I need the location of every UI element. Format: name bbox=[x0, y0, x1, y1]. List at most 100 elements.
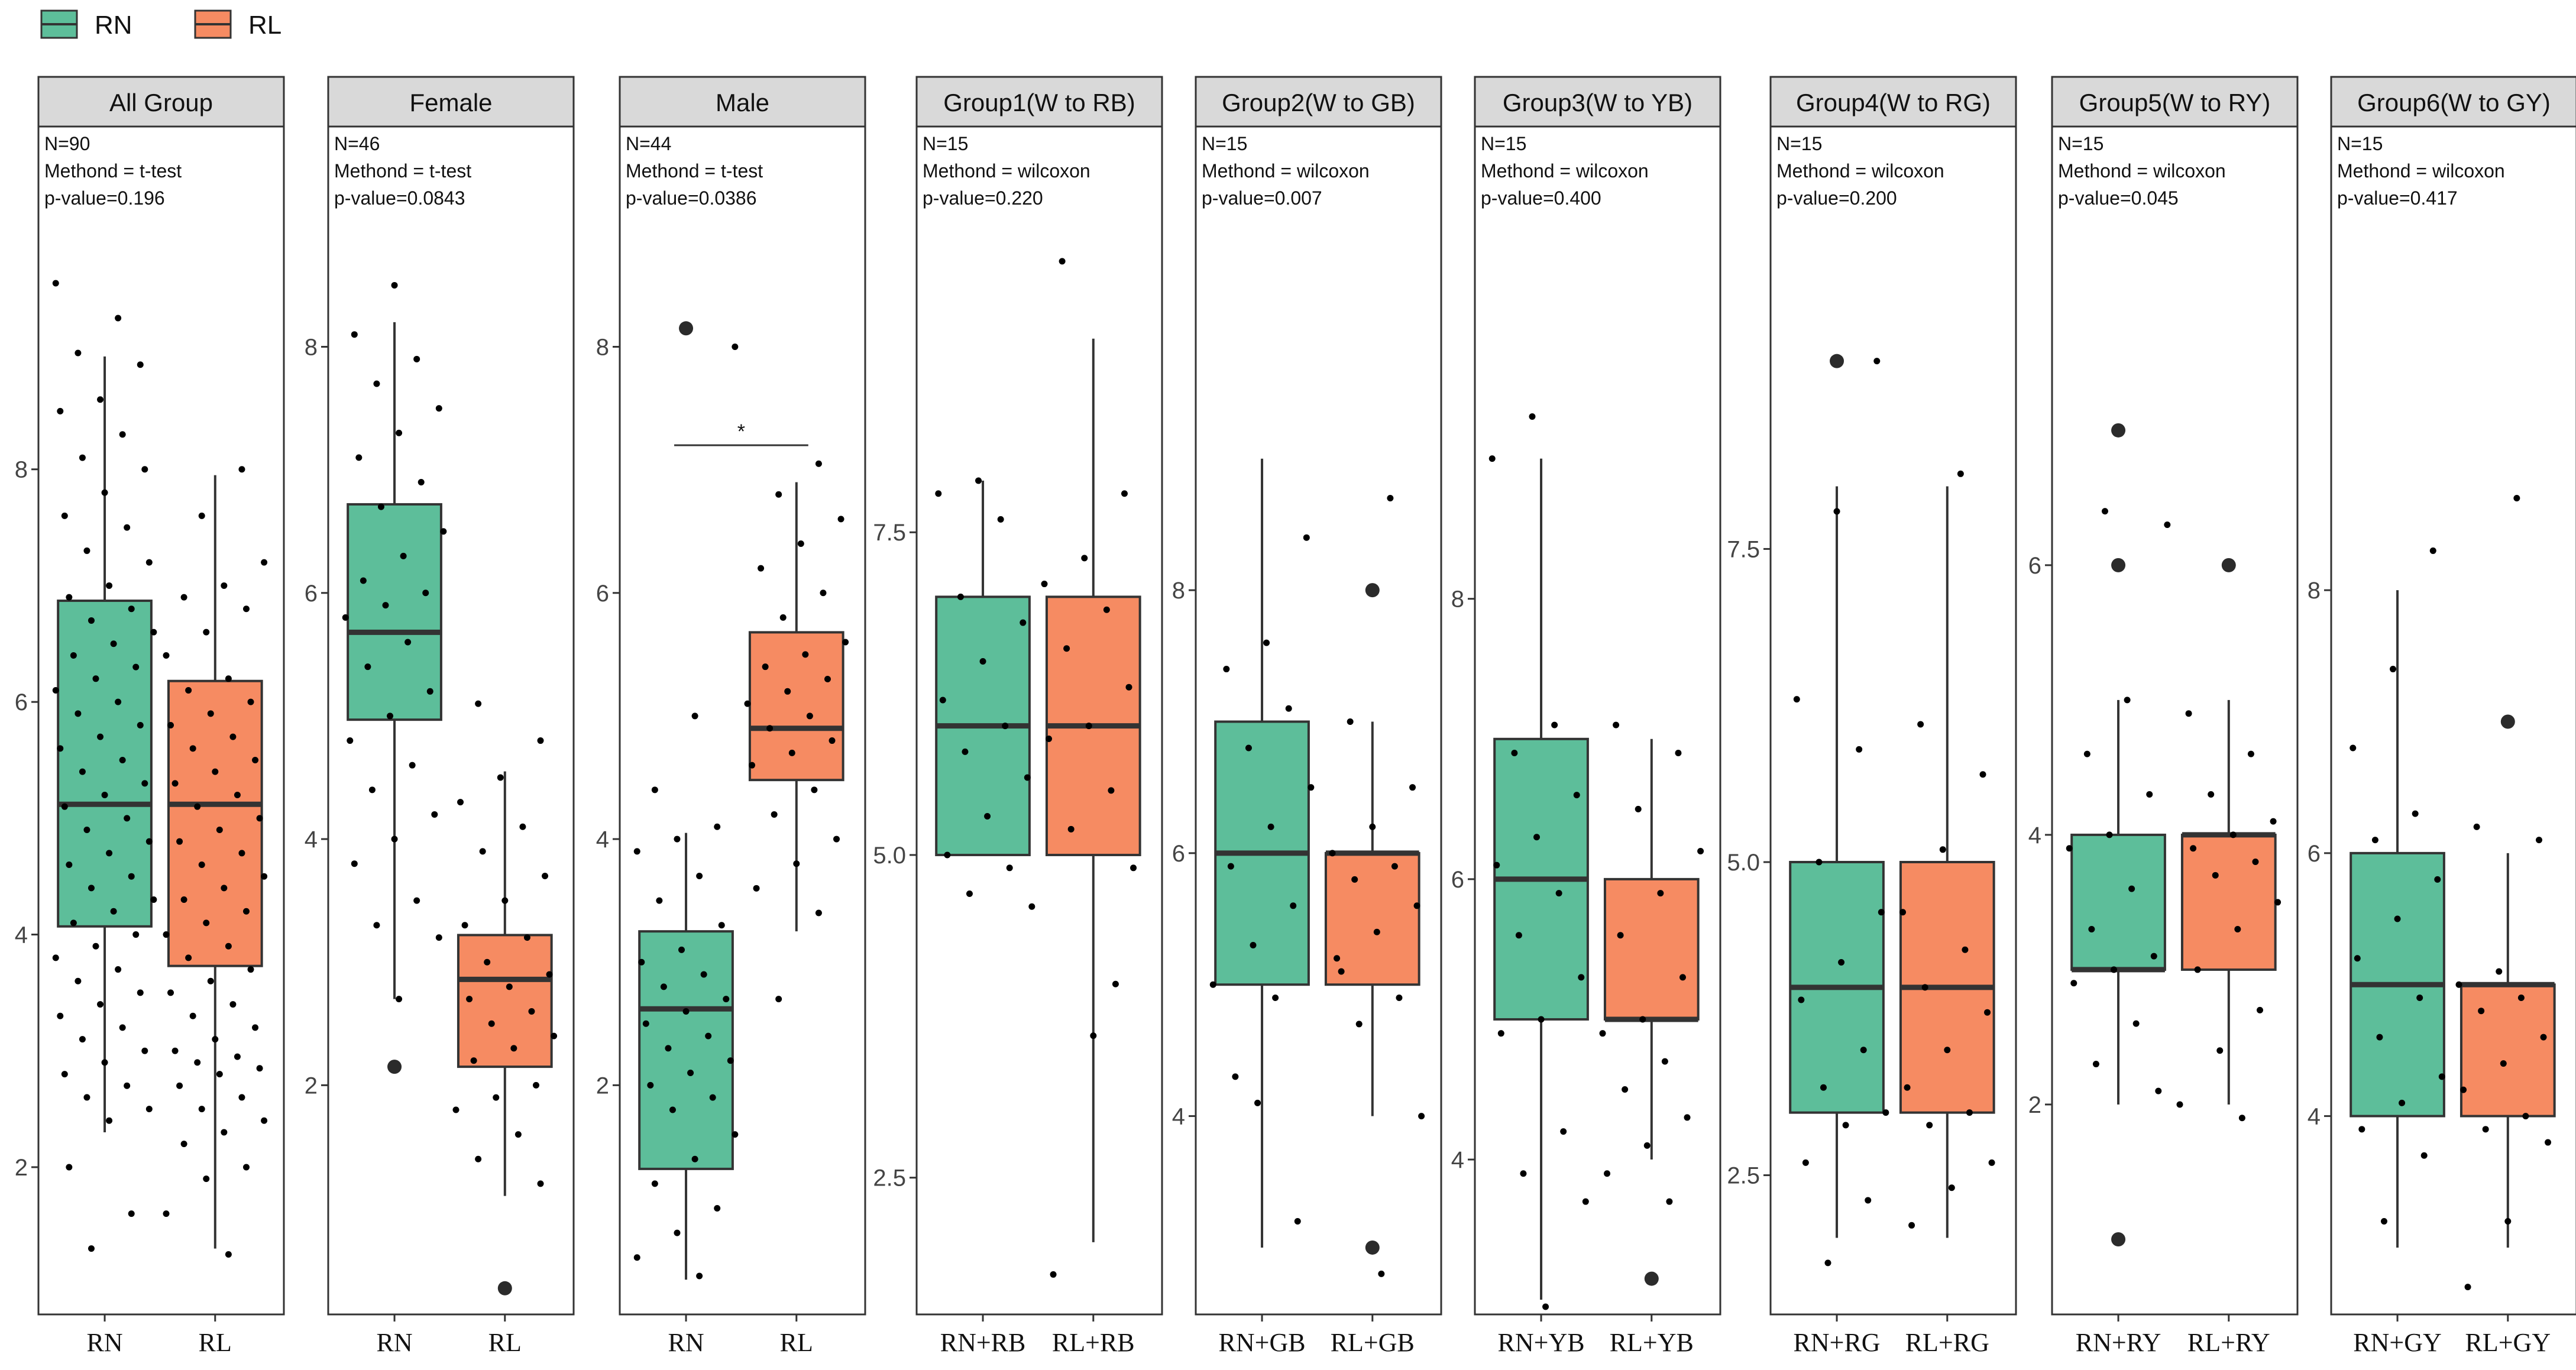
data-point bbox=[633, 848, 640, 855]
box-rn-rb bbox=[935, 477, 1035, 910]
data-point bbox=[1059, 258, 1066, 265]
data-point bbox=[510, 1045, 517, 1052]
data-point bbox=[252, 756, 259, 763]
data-point bbox=[83, 547, 90, 554]
data-point bbox=[435, 934, 442, 941]
data-point bbox=[2132, 1020, 2140, 1027]
data-point bbox=[391, 835, 398, 843]
data-point bbox=[221, 885, 228, 892]
data-point bbox=[975, 477, 982, 484]
data-point bbox=[2083, 750, 2090, 757]
data-point bbox=[691, 712, 698, 720]
data-point bbox=[216, 1071, 223, 1078]
x-tick-label: RL bbox=[780, 1328, 813, 1357]
x-tick-label: RL+GY bbox=[2465, 1328, 2551, 1357]
data-point bbox=[435, 405, 442, 412]
data-point bbox=[2517, 994, 2525, 1001]
data-point bbox=[75, 977, 82, 984]
data-point bbox=[1617, 932, 1624, 939]
data-point bbox=[252, 1024, 259, 1031]
data-point bbox=[1254, 1099, 1261, 1106]
data-point bbox=[176, 838, 183, 845]
data-point bbox=[700, 971, 707, 978]
data-point bbox=[115, 966, 122, 973]
data-point bbox=[461, 922, 468, 929]
data-point bbox=[523, 934, 530, 941]
data-point bbox=[633, 1254, 640, 1261]
data-point bbox=[1966, 1109, 1973, 1116]
data-point bbox=[66, 1164, 73, 1171]
data-point bbox=[1529, 413, 1536, 420]
data-point bbox=[150, 896, 157, 903]
data-point bbox=[1355, 1021, 1363, 1028]
data-point bbox=[2106, 831, 2113, 838]
data-point bbox=[682, 1008, 690, 1015]
data-point bbox=[2212, 872, 2219, 879]
data-point bbox=[820, 590, 827, 597]
data-point bbox=[2500, 1060, 2507, 1067]
box-rl-rb bbox=[1041, 258, 1141, 1278]
box-rl bbox=[452, 700, 558, 1295]
data-point bbox=[101, 792, 108, 799]
data-point bbox=[238, 850, 245, 857]
box-iqr bbox=[1603, 877, 1700, 1021]
data-point bbox=[128, 1210, 135, 1217]
data-point bbox=[1926, 1122, 1933, 1129]
data-point bbox=[962, 748, 969, 755]
data-point bbox=[723, 996, 730, 1003]
data-point bbox=[457, 799, 464, 806]
data-point bbox=[1108, 787, 1115, 794]
data-point bbox=[824, 675, 831, 682]
data-point bbox=[163, 931, 170, 938]
data-point bbox=[2390, 666, 2397, 673]
x-tick-label: RL bbox=[199, 1328, 232, 1357]
panel-frame bbox=[1474, 125, 1721, 1316]
data-point bbox=[2155, 1087, 2162, 1094]
data-point bbox=[194, 803, 201, 810]
data-point bbox=[718, 922, 725, 929]
data-point bbox=[1294, 1217, 1301, 1225]
data-point bbox=[475, 1155, 482, 1162]
data-point bbox=[674, 1229, 681, 1236]
data-point bbox=[1697, 847, 1704, 854]
data-point bbox=[355, 454, 363, 461]
box-iqr bbox=[1324, 851, 1420, 986]
data-point bbox=[2088, 926, 2095, 933]
data-point bbox=[1520, 1170, 1527, 1177]
y-tick-label: 5.0 bbox=[1727, 850, 1760, 876]
data-point bbox=[1882, 1109, 1889, 1116]
data-point bbox=[506, 983, 513, 990]
data-point bbox=[413, 897, 420, 904]
stat-method: Methond = wilcoxon bbox=[1776, 160, 1944, 182]
y-tick-label: 2 bbox=[2028, 1092, 2041, 1118]
data-point bbox=[1046, 736, 1053, 743]
panel-frame bbox=[2330, 125, 2576, 1316]
data-point bbox=[1824, 1259, 1831, 1267]
box-rn-rg bbox=[1789, 354, 1889, 1267]
stat-n: N=46 bbox=[334, 133, 380, 154]
data-point bbox=[779, 614, 787, 621]
box-rl bbox=[744, 460, 849, 1003]
data-point bbox=[2522, 1113, 2529, 1120]
data-point bbox=[1957, 470, 1964, 477]
outlier-point bbox=[1365, 583, 1380, 598]
data-point bbox=[2252, 859, 2259, 866]
data-point bbox=[802, 651, 809, 658]
data-point bbox=[1657, 890, 1664, 897]
data-point bbox=[221, 582, 228, 589]
x-tick-label: RN bbox=[668, 1328, 704, 1357]
data-point bbox=[66, 861, 73, 869]
box-rn-gb bbox=[1209, 458, 1315, 1248]
data-point bbox=[1538, 1016, 1545, 1023]
y-tick-label: 2.5 bbox=[873, 1165, 906, 1191]
stat-n: N=15 bbox=[1481, 133, 1526, 154]
data-point bbox=[203, 629, 210, 636]
data-point bbox=[1020, 619, 1027, 626]
data-point bbox=[238, 1094, 245, 1101]
stat-method: Methond = wilcoxon bbox=[923, 160, 1090, 182]
data-point bbox=[141, 1047, 148, 1054]
data-point bbox=[70, 652, 77, 659]
data-point bbox=[97, 733, 104, 740]
data-point bbox=[784, 688, 791, 695]
data-point bbox=[665, 1045, 672, 1052]
